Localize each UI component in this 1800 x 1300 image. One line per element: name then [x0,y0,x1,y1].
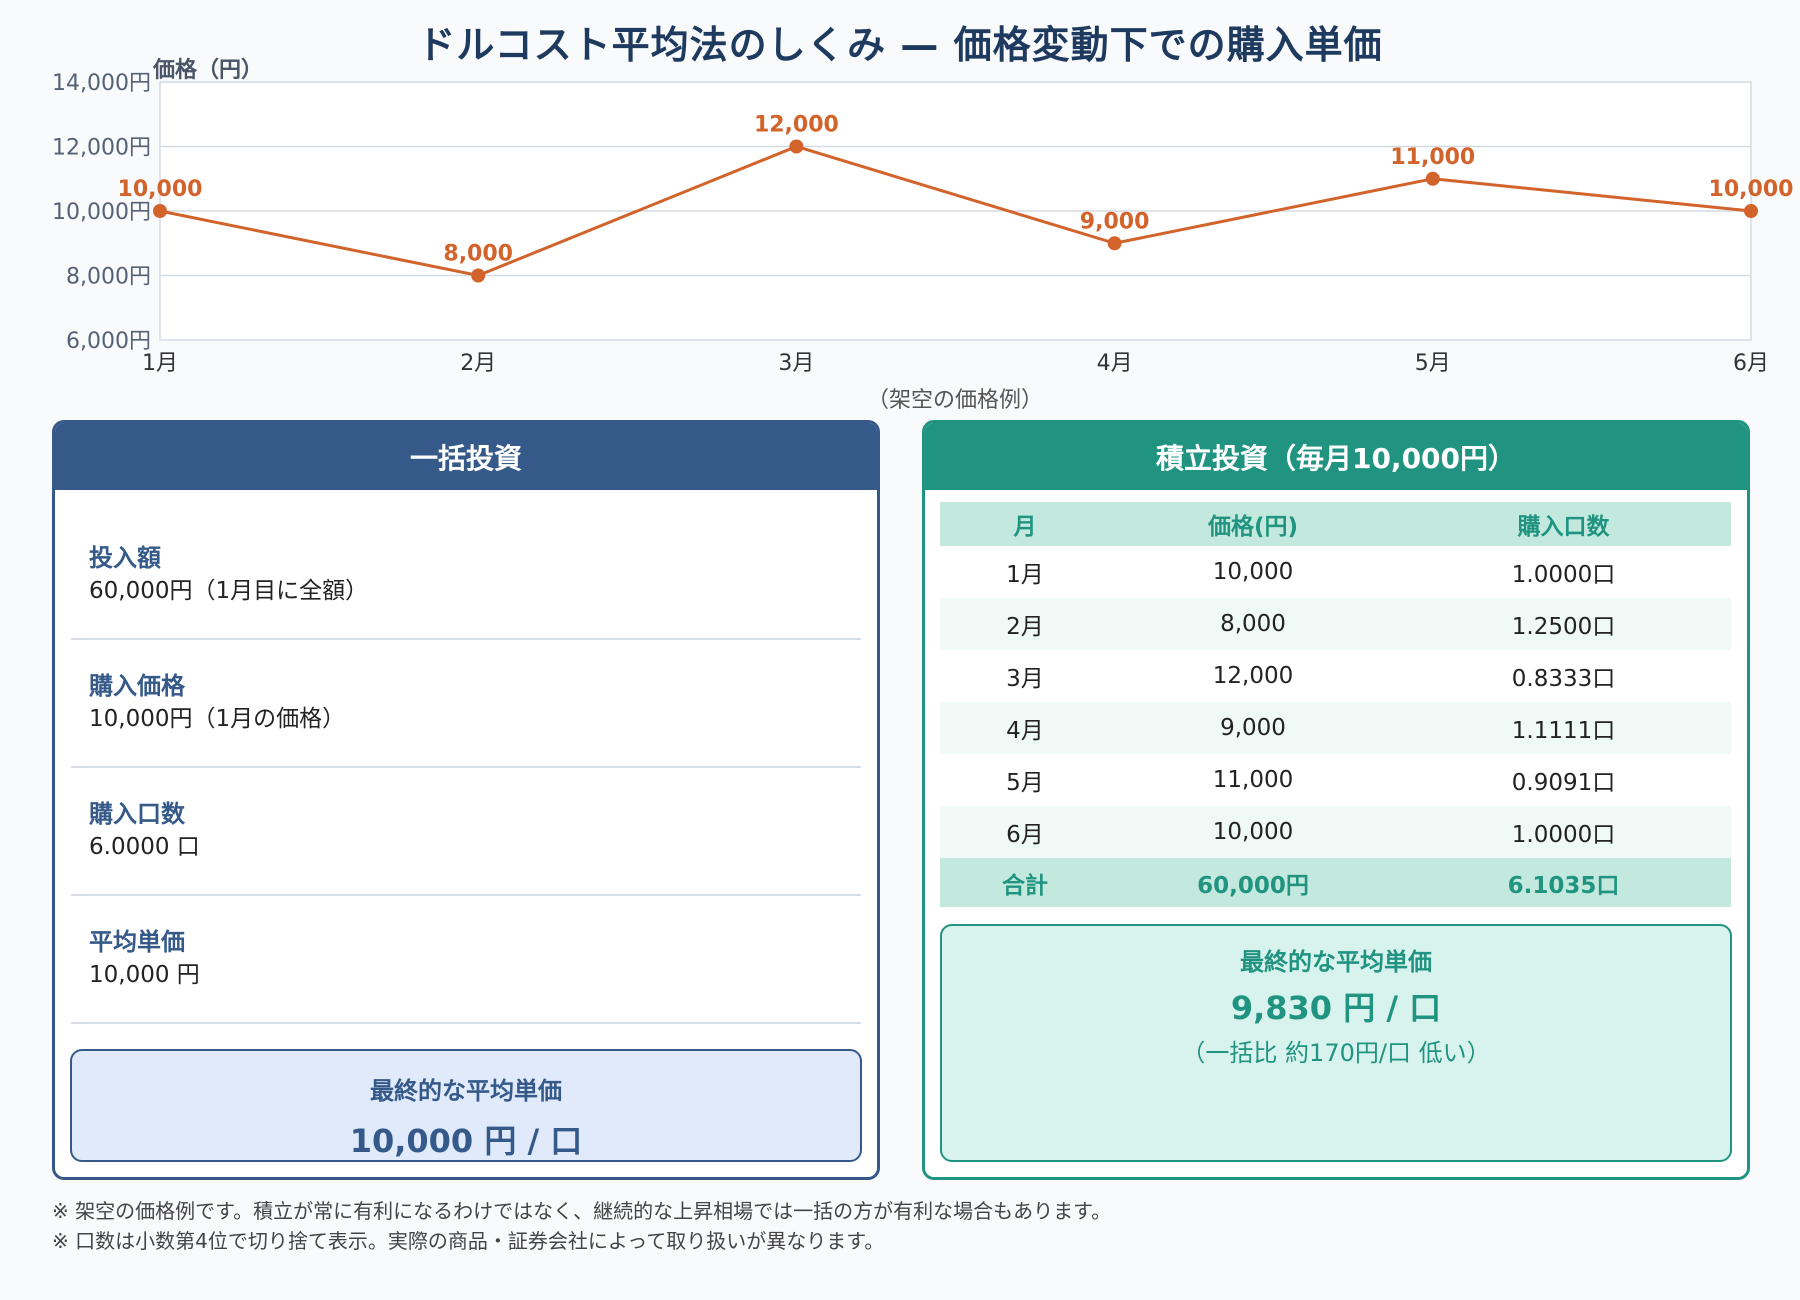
section-label: 平均単価 [89,928,185,956]
table-row: 2月 8,000 1.2500口 [940,598,1731,650]
data-point [1107,236,1122,251]
x-tick-label: 4月 [1097,351,1133,376]
cell-month: 2月 [940,598,1110,650]
data-label: 11,000 [1390,145,1475,170]
x-tick-label: 5月 [1415,351,1451,376]
installment-table: 月 価格(円) 購入口数 1月 10,000 1.0000口 2月 8,000 1.25… [940,502,1731,907]
data-point [153,204,167,218]
table-row: 6月 10,000 1.0000口 [940,806,1731,858]
section-value: 10,000 円 [89,962,200,988]
data-label: 8,000 [443,242,513,267]
section-purchase-price: 購入価格 10,000円（1月の価格） [71,640,861,768]
table-header-row: 月 価格(円) 購入口数 [940,502,1731,546]
data-labels: 10,000 8,000 12,000 9,000 11,000 10,000 [118,113,1794,267]
cell-month: 6月 [940,806,1110,858]
section-label: 購入口数 [89,800,185,828]
section-value: 10,000円（1月の価格） [89,706,346,732]
total-label: 合計 [940,858,1110,907]
gridlines [160,145,1751,277]
data-label: 12,000 [754,113,839,138]
y-tick-label: 6,000円 [66,329,151,354]
x-tick-label: 2月 [460,351,496,376]
y-tick-label: 10,000円 [52,200,151,225]
cell-units: 1.2500口 [1396,598,1731,650]
lump-sum-panel: 一括投資 投入額 60,000円（1月目に全額） 購入価格 10,000円（1月… [52,420,880,1180]
cell-price: 12,000 [1212,663,1294,689]
installment-summary: 最終的な平均単価 9,830 円 / 口 （一括比 約170円/口 低い） [940,924,1732,1162]
table-row: 3月 12,000 0.8333口 [940,650,1731,702]
table-row: 4月 9,000 1.1111口 [940,702,1731,754]
section-units: 購入口数 6.0000 口 [71,768,861,896]
section-average-price: 平均単価 10,000 円 [71,896,861,1024]
column-header: 月 [940,502,1110,546]
total-amount: 60,000円 [1110,858,1396,907]
y-tick-label: 8,000円 [66,265,151,290]
y-tick-label: 12,000円 [52,136,151,161]
page-title: ドルコスト平均法のしくみ — 価格変動下での購入単価 [417,23,1383,67]
chart-canvas: 14,000円 12,000円 10,000円 8,000円 6,000円 1月 2月 3月… [52,71,1794,376]
lump-sum-header: 一括投資 [55,423,877,490]
cell-month: 1月 [1006,562,1044,588]
cell-price: 11,000 [1212,767,1294,793]
cell-units: 0.9091口 [1511,770,1616,796]
total-units: 6.1035口 [1396,858,1731,907]
data-label: 10,000 [118,177,203,202]
y-tick-label: 14,000円 [52,71,151,96]
lump-sum-summary: 最終的な平均単価 10,000 円 / 口 [70,1049,862,1162]
cell-month: 4月 [940,702,1110,754]
data-point [789,139,804,154]
data-point [1744,204,1758,218]
table-row: 1月 10,000 1.0000口 [940,546,1731,598]
section-value: 60,000円（1月目に全額） [89,578,369,604]
table-total-row: 合計 60,000円 6.1035口 [940,858,1731,907]
x-axis-caption: （架空の価格例） [866,388,1043,413]
x-tick-label: 3月 [778,351,814,376]
section-value: 6.0000 口 [89,834,200,860]
cell-units: 0.8333口 [1511,666,1616,692]
column-header: 購入口数 [1396,502,1731,546]
cell-month: 5月 [1006,770,1044,796]
y-axis-ticks: 14,000円 12,000円 10,000円 8,000円 6,000円 [52,71,151,354]
summary-label: 最終的な平均単価 [370,1077,562,1105]
cell-price: 9,000 [1110,702,1396,754]
cell-month: 3月 [1006,666,1044,692]
cell-units: 1.0000口 [1511,562,1616,588]
section-label: 購入価格 [89,672,185,700]
summary-value: 10,000 円 / 口 [349,1122,583,1160]
cell-price: 10,000 [1110,806,1396,858]
price-line [159,144,1752,278]
cell-price: 10,000 [1212,559,1294,585]
footnote: ※ 架空の価格例です。積立が常に有利になるわけではなく、継続的な上昇相場では一括… [52,1199,1112,1223]
price-line-chart: 14,000円 12,000円 10,000円 8,000円 6,000円 1月 2月 3月… [0,0,1800,420]
data-label: 9,000 [1080,209,1150,234]
x-tick-label: 6月 [1733,351,1769,376]
x-axis-ticks: 1月 2月 3月 4月 5月 6月 [142,351,1769,376]
data-points [153,139,1758,283]
table-row: 5月 11,000 0.9091口 [940,754,1731,806]
installment-header: 積立投資（毎月10,000円） [925,423,1747,490]
column-header: 価格(円) [1110,502,1396,546]
data-point [1425,171,1440,186]
x-tick-label: 1月 [142,351,178,376]
summary-note: （一括比 約170円/口 低い） [1181,1039,1491,1067]
cell-units: 1.1111口 [1396,702,1731,754]
data-label: 10,000 [1709,177,1794,202]
cell-price: 8,000 [1110,598,1396,650]
cell-units: 1.0000口 [1396,806,1731,858]
summary-value: 9,830 円 / 口 [1230,989,1442,1027]
data-point [471,268,486,283]
y-axis-label: 価格（円） [153,58,264,83]
section-label: 投入額 [89,544,161,572]
section-investment: 投入額 60,000円（1月目に全額） [71,512,861,640]
footnotes: ※ 架空の価格例です。積立が常に有利になるわけではなく、継続的な上昇相場では一括… [52,1196,1111,1256]
summary-label: 最終的な平均単価 [1240,948,1432,976]
installment-panel: 積立投資（毎月10,000円） 月 価格(円) 購入口数 1月 10,000 1.0… [922,420,1750,1180]
footnote: ※ 口数は小数第4位で切り捨て表示。実際の商品・証券会社によって取り扱いが異なり… [52,1229,885,1253]
